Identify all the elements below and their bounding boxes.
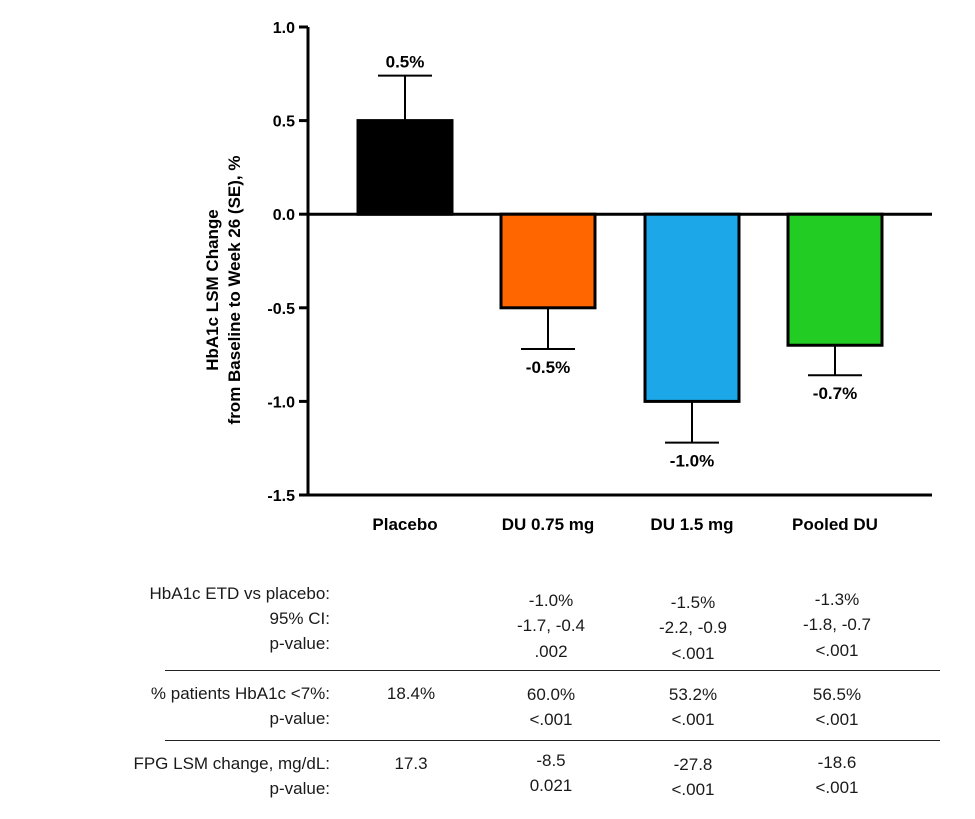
category-label: DU 1.5 mg (650, 515, 733, 534)
data-label: -1.0% (670, 452, 714, 471)
data-label: -0.5% (526, 358, 570, 377)
ci-du15: -2.2, -0.9 (658, 618, 728, 637)
y-tick-label: 1.0 (273, 20, 295, 37)
ci-label: 95% CI: (269, 609, 330, 628)
y-axis-title-line1: HbA1c LSM Change (203, 209, 222, 371)
bar (499, 212, 597, 310)
y-tick-label: 0.0 (273, 207, 295, 224)
y-tick-label: -1.0 (267, 394, 295, 411)
fpg-pvalue-du15: <.001 (671, 780, 715, 799)
etd-du075: -1.0% (528, 591, 574, 610)
fpg-pooled: -18.6 (817, 753, 857, 772)
category-label: DU 0.75 mg (502, 515, 595, 534)
table-divider (165, 670, 940, 671)
y-tick-label: 0.5 (273, 114, 295, 131)
data-label: 0.5% (386, 53, 425, 72)
patients-du15: 53.2% (668, 685, 718, 704)
patients-pooled: 56.5% (812, 685, 862, 704)
data-label: -0.7% (813, 384, 857, 403)
category-label: Placebo (372, 515, 437, 534)
ci-du075: -1.7, -0.4 (516, 616, 586, 635)
bar-chart: 1.0 0.5 0.0 -0.5 -1.0 -1.5 0.5% -0.5% -1.0% -0.7… (203, 20, 932, 534)
fpg-du15: -27.8 (673, 755, 713, 774)
fpg-pvalue-label: p-value: (269, 779, 330, 798)
etd-pvalue-pooled: <.001 (815, 641, 859, 660)
patients-pvalue-pooled: <.001 (815, 710, 859, 729)
patients-pvalue-du075: <.001 (529, 710, 573, 729)
table-divider (165, 740, 940, 741)
etd-du15: -1.5% (670, 593, 716, 612)
bar (356, 119, 454, 216)
x-axis-categories: Placebo DU 0.75 mg DU 1.5 mg Pooled DU (372, 515, 878, 534)
etd-pvalue-du15: <.001 (671, 644, 715, 663)
fpg-placebo: 17.3 (394, 754, 428, 773)
bar-series: 0.5% -0.5% -1.0% -0.7% (356, 53, 884, 471)
etd-pvalue-du075: .002 (534, 642, 568, 661)
category-label: Pooled DU (792, 515, 878, 534)
patients-pvalue-label: p-value: (269, 709, 330, 728)
bar (643, 212, 741, 403)
fpg-pvalue-pooled: <.001 (815, 778, 859, 797)
fpg-pvalue-du075: 0.021 (529, 776, 573, 795)
fpg-label: FPG LSM change, mg/dL: (133, 754, 330, 773)
patients-label: % patients HbA1c <7%: (150, 684, 330, 703)
patients-placebo: 18.4% (386, 684, 436, 703)
y-axis-title-line2: from Baseline to Week 26 (SE), % (225, 156, 244, 425)
y-tick-label: -1.5 (267, 488, 295, 505)
etd-pooled: -1.3% (814, 590, 860, 609)
fpg-du075: -8.5 (536, 751, 566, 770)
etd-pvalue-label: p-value: (269, 634, 330, 653)
y-tick-label: -0.5 (267, 301, 295, 318)
etd-label: HbA1c ETD vs placebo: (149, 584, 330, 603)
patients-pvalue-du15: <.001 (671, 710, 715, 729)
patients-du075: 60.0% (526, 685, 576, 704)
bar (786, 212, 884, 347)
ci-pooled: -1.8, -0.7 (802, 615, 872, 634)
